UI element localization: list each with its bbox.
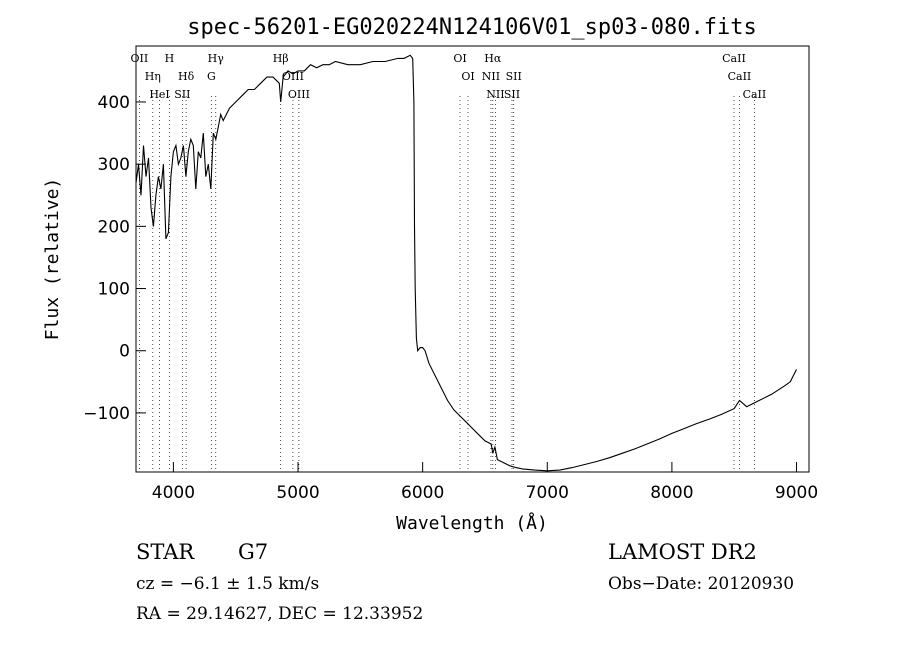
x-tick-label: 7000 — [526, 483, 569, 503]
y-tick-label: −100 — [83, 404, 130, 424]
line-marker-label: Hη — [145, 70, 161, 83]
line-marker-label: Hγ — [208, 52, 225, 65]
line-marker-label: OIII — [288, 88, 310, 101]
y-axis-ticks: −100 0 100 200 300 400 — [83, 93, 146, 424]
y-tick-label: 400 — [98, 93, 130, 113]
line-marker-label: CaII — [728, 70, 752, 83]
line-marker-label: G — [207, 70, 216, 83]
survey-name: LAMOST DR2 — [608, 540, 757, 564]
line-marker-label: OI — [461, 70, 474, 83]
line-marker-label: CaII — [743, 88, 767, 101]
line-marker-label: OII — [131, 52, 149, 65]
y-tick-label: 200 — [98, 217, 130, 237]
x-tick-label: 8000 — [650, 483, 693, 503]
x-axis-label: Wavelength (Å) — [396, 512, 548, 534]
y-tick-label: 300 — [98, 155, 130, 175]
line-marker-label: HeI — [149, 88, 169, 101]
chart-title: spec-56201-EG020224N124106V01_sp03-080.f… — [187, 15, 757, 40]
line-marker-label: SII — [504, 88, 520, 101]
x-tick-label: 4000 — [152, 483, 195, 503]
y-axis-label: Flux (relative) — [42, 178, 63, 341]
object-subclass: G7 — [238, 540, 269, 564]
y-tick-label: 0 — [119, 342, 130, 362]
x-tick-label: 6000 — [401, 483, 444, 503]
coordinates: RA = 29.14627, DEC = 12.33952 — [136, 604, 424, 624]
object-class: STAR — [136, 540, 195, 564]
spectrum-line — [135, 54, 797, 472]
line-marker-label: Hβ — [273, 52, 289, 65]
line-marker-label: SII — [506, 70, 522, 83]
line-marker-label: Hδ — [178, 70, 195, 83]
observation-date: Obs−Date: 20120930 — [608, 574, 795, 594]
line-marker-label: NII — [482, 70, 500, 83]
line-marker-label: CaII — [722, 52, 746, 65]
x-tick-label: 5000 — [276, 483, 319, 503]
line-marker-label: H — [165, 52, 175, 65]
x-axis-ticks: 4000 5000 6000 7000 8000 9000 — [152, 462, 818, 503]
line-marker-label: NII — [486, 88, 504, 101]
line-marker-label: OIII — [282, 70, 304, 83]
redshift-cz: cz = −6.1 ± 1.5 km/s — [136, 574, 320, 594]
plot-frame — [135, 45, 810, 473]
emission-line-markers — [139, 96, 755, 472]
line-marker-label: OI — [453, 52, 466, 65]
line-marker-label: Hα — [484, 52, 502, 65]
x-tick-label: 9000 — [775, 483, 818, 503]
line-marker-label: SII — [174, 88, 190, 101]
y-tick-label: 100 — [98, 280, 130, 300]
